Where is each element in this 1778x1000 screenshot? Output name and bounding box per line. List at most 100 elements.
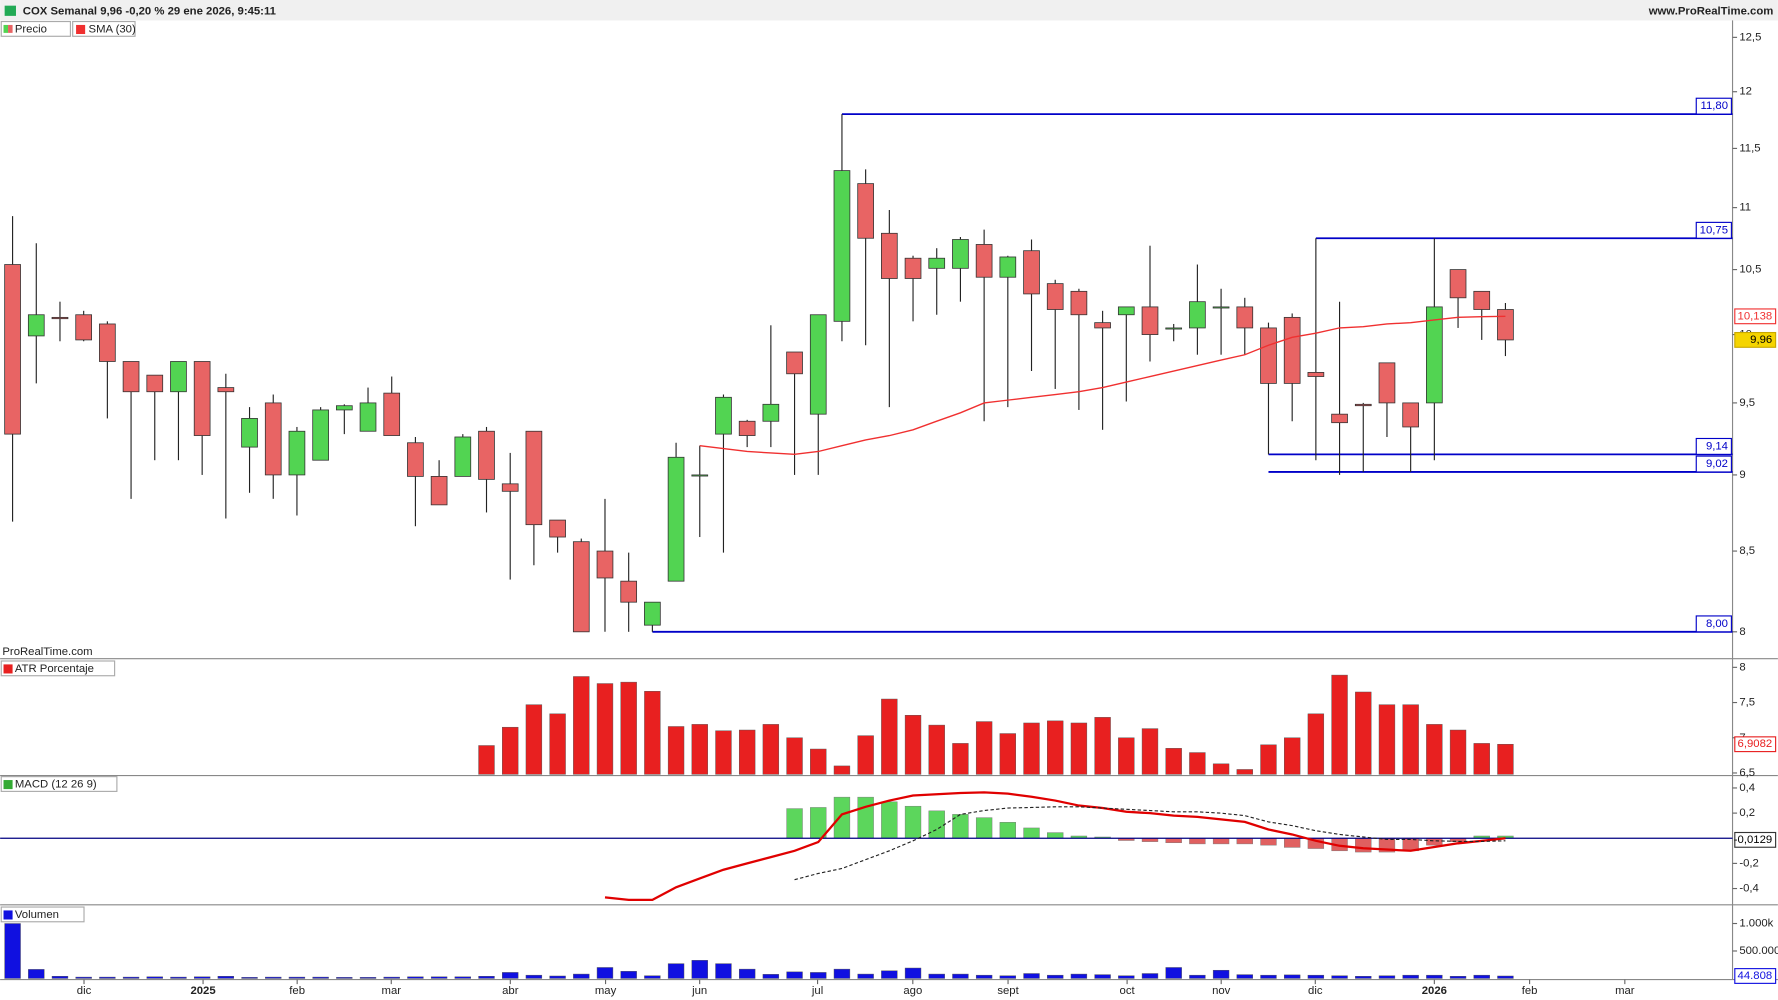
bar (1307, 713, 1325, 775)
bar (193, 976, 211, 979)
histogram-bar (1212, 838, 1230, 845)
candle-body (738, 420, 756, 436)
y-tick-label: -0,2 (1739, 857, 1759, 869)
y-tick-label: 8 (1739, 661, 1745, 673)
bar (881, 698, 898, 775)
bar (739, 729, 756, 775)
histogram-bar (857, 796, 874, 839)
bar (359, 977, 377, 979)
panel-icon (3, 780, 13, 790)
bar (1070, 722, 1088, 775)
bar (502, 972, 519, 979)
bar (1070, 973, 1088, 979)
header-bar (0, 0, 1778, 21)
candle-body (430, 476, 448, 506)
level-box (1695, 455, 1732, 473)
y-tick-label: -0,4 (1739, 883, 1759, 895)
level-box (1695, 615, 1732, 633)
bar (1473, 974, 1490, 979)
bar (1426, 974, 1443, 979)
y-tick-label: 8 (1739, 626, 1745, 638)
bar (1497, 743, 1514, 775)
legend-label: Precio (15, 23, 47, 35)
bar (762, 724, 780, 775)
bar (1260, 974, 1277, 979)
bar (336, 977, 353, 979)
x-tick-label: sept (997, 985, 1019, 997)
histogram-bar (1355, 838, 1372, 853)
bar (549, 713, 566, 775)
histogram-bar (810, 807, 827, 839)
x-tick-label: may (595, 985, 617, 997)
bar (1094, 717, 1111, 775)
candle-body (99, 323, 116, 362)
histogram-bar (786, 808, 803, 839)
bar (1212, 969, 1230, 979)
y-tick-label: 9 (1739, 469, 1745, 481)
bar (383, 976, 400, 979)
bar (952, 743, 969, 775)
bar (1118, 975, 1135, 979)
x-tick-label: ago (903, 985, 922, 997)
bar (904, 714, 922, 775)
candle-body (952, 239, 969, 269)
candle-body (170, 361, 187, 393)
candle-body (857, 183, 874, 239)
candle-body (1378, 362, 1396, 404)
level-label: 8,00 (1706, 618, 1728, 630)
candle-body (1189, 301, 1206, 329)
candle-body (928, 257, 946, 269)
x-tick-label: jul (811, 985, 823, 997)
bar (715, 963, 732, 979)
bar (1449, 729, 1467, 775)
x-tick-label: feb (1522, 985, 1538, 997)
bar (786, 737, 803, 775)
candle-body (999, 256, 1017, 278)
bar (810, 748, 827, 775)
bar (810, 972, 827, 979)
bar (644, 975, 661, 979)
macd-line (604, 791, 1506, 902)
panel-icon (3, 664, 13, 674)
histogram-bar (1284, 838, 1301, 848)
panel-title: MACD (12 26 9) (15, 779, 97, 791)
level-box (1695, 437, 1732, 455)
candle-body (904, 257, 922, 279)
bar (1165, 967, 1182, 979)
bar (478, 976, 495, 979)
histogram-bar (881, 801, 898, 839)
x-tick-label: dic (77, 985, 92, 997)
bar (312, 976, 329, 979)
bar (1284, 737, 1301, 775)
y-tick-label: 1.000k (1739, 918, 1773, 930)
last-value-label: -0,0129 (1734, 834, 1772, 846)
watermark: ProRealTime.com (2, 646, 92, 658)
candle-body (454, 436, 472, 477)
histogram-bar (928, 810, 945, 839)
bar (786, 971, 803, 979)
bar (573, 676, 590, 775)
y-tick-label: 9,5 (1739, 397, 1755, 409)
candle-body (1117, 306, 1135, 316)
histogram-bar (1426, 838, 1443, 846)
bar (620, 681, 637, 775)
last-value-box (1734, 968, 1777, 984)
candle-body (1497, 309, 1514, 341)
level-label: 9,02 (1706, 458, 1728, 470)
x-tick-label: dic (1308, 985, 1323, 997)
candle-body (4, 264, 21, 435)
panel-title-box (0, 906, 85, 923)
bar (1378, 704, 1396, 775)
bar (1189, 752, 1206, 775)
panel-title: ATR Porcentaje (15, 663, 94, 675)
histogram-bar (1189, 838, 1206, 845)
bar (857, 735, 874, 775)
bar (478, 745, 495, 775)
last-value-label: 44.808 (1738, 970, 1773, 982)
y-tick-label: 12,5 (1739, 31, 1761, 43)
candle-body (1070, 290, 1088, 316)
candle-body (1283, 316, 1301, 384)
histogram-bar (904, 805, 922, 839)
